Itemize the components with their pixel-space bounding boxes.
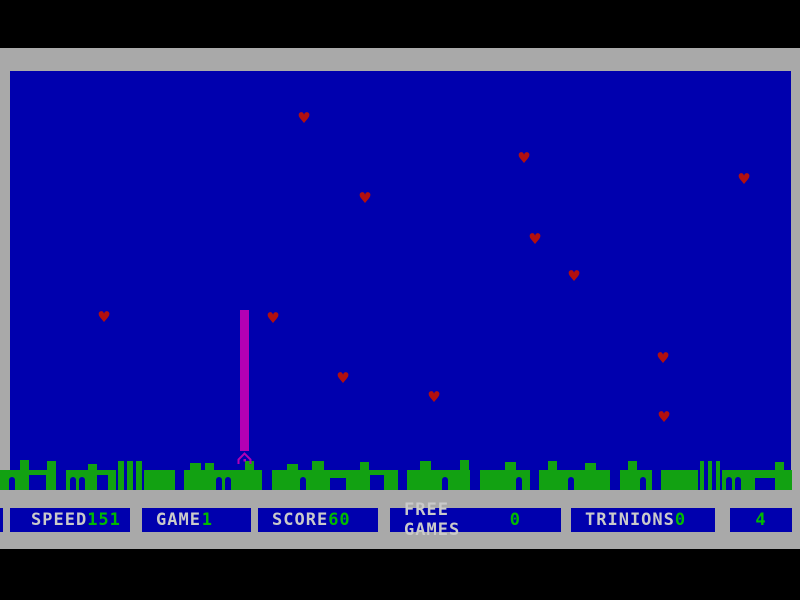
playfield[interactable] [10,71,791,490]
